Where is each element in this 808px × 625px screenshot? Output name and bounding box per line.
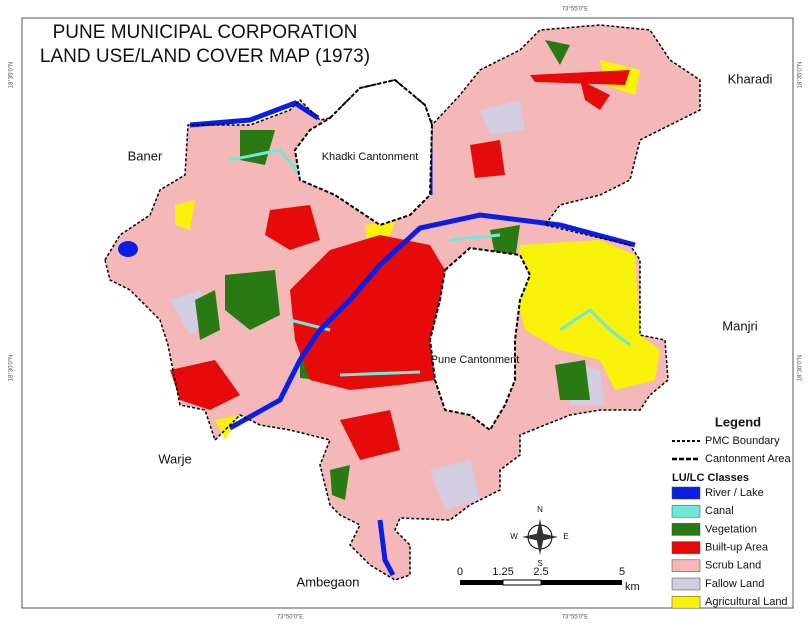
lake [118, 241, 138, 257]
canal [229, 148, 631, 377]
legend-swatch [671, 541, 701, 554]
legend-label: Fallow Land [705, 578, 764, 590]
legend-label: PMC Boundary [705, 435, 780, 447]
graticule-label: 18°35'0"N [9, 62, 15, 89]
legend-label: Built-up Area [705, 542, 769, 554]
legend-label: Vegetation [705, 523, 757, 535]
scale-unit: km [625, 581, 640, 593]
map-body [104, 24, 701, 581]
map-title: LAND USE/LAND COVER MAP (1973) [40, 46, 370, 67]
place-label: Kharadi [728, 71, 773, 86]
place-label: Pune Cantonment [431, 354, 520, 366]
legend-swatch [671, 486, 701, 500]
place-label: Manjri [722, 318, 758, 333]
legend-label: Agricultural Land [705, 596, 788, 608]
place-label: Warje [158, 451, 191, 466]
scale-bar [460, 579, 622, 586]
legend-label: Canal [705, 505, 734, 517]
legend-swatch [671, 559, 701, 573]
compass-letter: E [563, 532, 568, 541]
graticule-label: 18°30'0"N [798, 355, 804, 382]
scale-segment [460, 580, 503, 585]
agricultural-land [175, 60, 660, 440]
compass [522, 519, 558, 555]
legend-swatch [671, 595, 701, 609]
compass-star [522, 519, 558, 555]
compass-letter: S [537, 559, 542, 568]
legend-swatch [671, 504, 701, 518]
scale-label: 0 [457, 566, 463, 578]
legend-subtitle: LU/LC Classes [672, 472, 749, 484]
compass-letter: W [510, 532, 518, 541]
graticule-label: 18°30'0"N [9, 355, 15, 382]
pune-cantonment-area [428, 246, 532, 432]
khadki-cantonment-area [293, 78, 434, 227]
scale-label: 5 [619, 566, 625, 578]
legend-label: River / Lake [705, 487, 764, 499]
scale-segment [541, 580, 622, 585]
legend-swatch [671, 577, 701, 591]
place-label: Ambegaon [297, 574, 360, 589]
graticule-label: 73°55'0"E [562, 615, 588, 621]
pmc-boundary [104, 24, 701, 581]
legend-label: Scrub Land [705, 560, 761, 572]
built-up-area [170, 70, 630, 460]
legend-title: Legend [715, 414, 761, 429]
compass-letter: N [537, 505, 543, 514]
river [189, 100, 636, 577]
graticule-label: 18°35'0"N [798, 62, 804, 89]
graticule-label: 73°50'0"E [277, 615, 303, 621]
graticule-label: 73°55'0"E [562, 7, 588, 13]
place-label: Khadki Cantonment [322, 151, 419, 163]
map-title: PUNE MUNICIPAL CORPORATION [53, 22, 358, 43]
scale-segment [502, 579, 542, 586]
scale-label: 2.5 [533, 566, 548, 578]
legend-label: Cantonment Area [705, 453, 791, 465]
place-label: Baner [128, 148, 163, 163]
scale-label: 1.25 [492, 566, 513, 578]
legend-swatch [671, 523, 701, 536]
